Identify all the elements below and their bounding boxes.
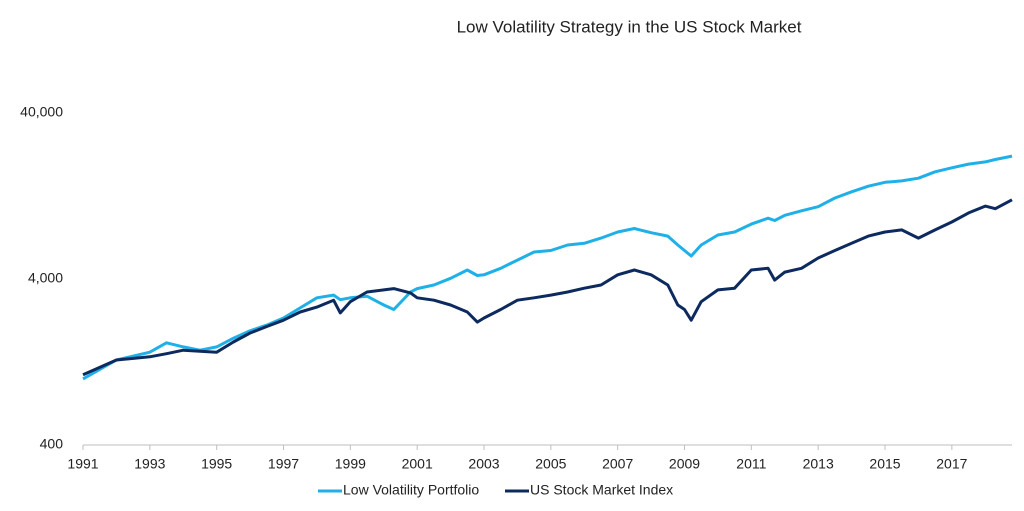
line-series	[82, 154, 1013, 381]
x-tick-label: 2009	[669, 456, 700, 472]
x-tick-label: 2007	[602, 456, 633, 472]
line-series	[82, 198, 1013, 377]
legend-label: Low Volatility Portfolio	[343, 482, 479, 498]
chart-title: Low Volatility Strategy in the US Stock …	[457, 17, 802, 36]
x-tick-label: 1991	[67, 456, 98, 472]
x-tick-label: 2011	[736, 456, 766, 472]
x-tick-label: 2015	[869, 456, 900, 472]
x-tick-label: 1995	[201, 456, 232, 472]
x-tick-label: 2005	[535, 456, 566, 472]
x-tick-label: 2017	[936, 456, 967, 472]
x-tick-label: 1993	[134, 456, 165, 472]
x-tick-label: 2001	[402, 456, 433, 472]
x-tick-label: 2013	[803, 456, 834, 472]
x-tick-label: 2003	[468, 456, 499, 472]
x-tick-label: 1997	[268, 456, 299, 472]
y-tick-label: 40,000	[20, 104, 63, 120]
y-tick-label: 400	[40, 436, 64, 452]
legend-label: US Stock Market Index	[530, 482, 673, 498]
y-tick-label: 4,000	[28, 270, 63, 286]
x-tick-label: 1999	[335, 456, 366, 472]
